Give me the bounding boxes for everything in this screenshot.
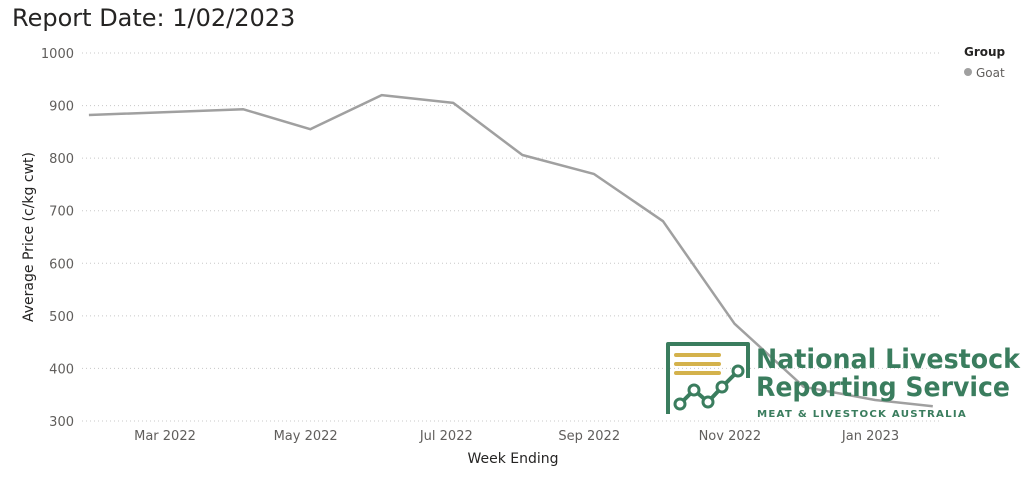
logo-line-2: Reporting Service xyxy=(756,372,1010,403)
y-axis-title: Average Price (c/kg cwt) xyxy=(21,152,37,322)
y-tick-label: 800 xyxy=(49,152,74,167)
data-point xyxy=(661,219,665,223)
y-axis-ticks: 300 400 500 600 700 800 900 1000 xyxy=(41,47,74,430)
y-tick-label: 700 xyxy=(49,205,74,220)
logo-line-1: National Livestock xyxy=(756,344,1021,375)
y-tick-label: 1000 xyxy=(41,47,74,62)
series-line-goat xyxy=(88,93,933,408)
data-point xyxy=(520,153,524,157)
data-point xyxy=(87,113,91,117)
data-point xyxy=(931,404,935,408)
y-tick-label: 900 xyxy=(49,100,74,115)
report-title: Report Date: 1/02/2023 xyxy=(12,4,296,32)
logo-line-3: MEAT & LIVESTOCK AUSTRALIA xyxy=(757,409,967,420)
data-point xyxy=(732,322,736,326)
legend-label-goat: Goat xyxy=(976,66,1005,80)
y-tick-label: 300 xyxy=(49,415,74,430)
x-axis-title: Week Ending xyxy=(467,451,558,467)
x-tick-label: Mar 2022 xyxy=(134,429,196,444)
x-tick-label: Jan 2023 xyxy=(841,429,899,444)
data-point xyxy=(380,93,384,97)
x-axis-ticks: Mar 2022 May 2022 Jul 2022 Sep 2022 Nov 2022… xyxy=(134,429,899,444)
x-tick-label: Nov 2022 xyxy=(699,429,762,444)
data-point xyxy=(592,172,596,176)
y-tick-label: 500 xyxy=(49,310,74,325)
x-tick-label: Sep 2022 xyxy=(558,429,620,444)
gridlines xyxy=(82,52,942,422)
legend-title: Group xyxy=(964,45,1006,59)
series-group xyxy=(87,93,935,408)
nlrs-logo: National Livestock Reporting Service MEA… xyxy=(666,342,1021,420)
x-tick-label: May 2022 xyxy=(274,429,338,444)
x-tick-label: Jul 2022 xyxy=(419,429,473,444)
data-point xyxy=(308,127,312,131)
legend-marker-goat xyxy=(964,68,972,76)
data-point xyxy=(241,107,245,111)
data-point xyxy=(451,101,455,105)
legend: Group Goat xyxy=(964,45,1006,80)
y-tick-label: 400 xyxy=(49,362,74,377)
nlrs-logo-icon xyxy=(666,342,750,414)
y-tick-label: 600 xyxy=(49,257,74,272)
